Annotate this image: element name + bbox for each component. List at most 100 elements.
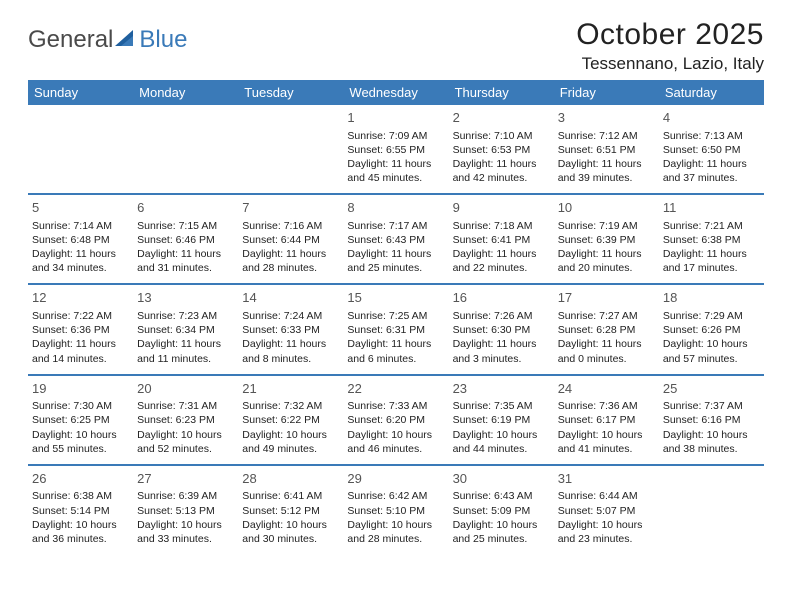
daylight-line: Daylight: 11 hours and 3 minutes. xyxy=(453,337,550,365)
day-cell: 28Sunrise: 6:41 AMSunset: 5:12 PMDayligh… xyxy=(238,465,343,554)
week-row: 19Sunrise: 7:30 AMSunset: 6:25 PMDayligh… xyxy=(28,375,764,465)
location: Tessennano, Lazio, Italy xyxy=(576,54,764,74)
sunrise-line: Sunrise: 7:31 AM xyxy=(137,399,234,413)
header-row: General Blue October 2025 Tessennano, La… xyxy=(28,18,764,74)
daylight-line: Daylight: 11 hours and 22 minutes. xyxy=(453,247,550,275)
day-cell xyxy=(133,105,238,194)
sunset-line: Sunset: 6:16 PM xyxy=(663,413,760,427)
sunset-line: Sunset: 6:39 PM xyxy=(558,233,655,247)
sunset-line: Sunset: 5:09 PM xyxy=(453,504,550,518)
day-cell: 24Sunrise: 7:36 AMSunset: 6:17 PMDayligh… xyxy=(554,375,659,465)
day-header-thu: Thursday xyxy=(449,80,554,105)
day-number: 6 xyxy=(137,199,234,217)
day-cell: 19Sunrise: 7:30 AMSunset: 6:25 PMDayligh… xyxy=(28,375,133,465)
daylight-line: Daylight: 10 hours and 28 minutes. xyxy=(347,518,444,546)
week-row: 1Sunrise: 7:09 AMSunset: 6:55 PMDaylight… xyxy=(28,105,764,194)
day-cell: 7Sunrise: 7:16 AMSunset: 6:44 PMDaylight… xyxy=(238,194,343,284)
day-cell xyxy=(659,465,764,554)
sunset-line: Sunset: 6:25 PM xyxy=(32,413,129,427)
logo: General Blue xyxy=(28,26,187,54)
day-cell: 18Sunrise: 7:29 AMSunset: 6:26 PMDayligh… xyxy=(659,284,764,374)
sunrise-line: Sunrise: 6:44 AM xyxy=(558,489,655,503)
day-cell: 3Sunrise: 7:12 AMSunset: 6:51 PMDaylight… xyxy=(554,105,659,194)
sunrise-line: Sunrise: 7:33 AM xyxy=(347,399,444,413)
day-cell: 13Sunrise: 7:23 AMSunset: 6:34 PMDayligh… xyxy=(133,284,238,374)
sunset-line: Sunset: 6:48 PM xyxy=(32,233,129,247)
sunset-line: Sunset: 6:28 PM xyxy=(558,323,655,337)
day-number: 3 xyxy=(558,109,655,127)
day-cell: 15Sunrise: 7:25 AMSunset: 6:31 PMDayligh… xyxy=(343,284,448,374)
sunrise-line: Sunrise: 7:32 AM xyxy=(242,399,339,413)
sunset-line: Sunset: 5:13 PM xyxy=(137,504,234,518)
daylight-line: Daylight: 11 hours and 31 minutes. xyxy=(137,247,234,275)
sunset-line: Sunset: 6:22 PM xyxy=(242,413,339,427)
sunrise-line: Sunrise: 7:12 AM xyxy=(558,129,655,143)
day-number: 16 xyxy=(453,289,550,307)
daylight-line: Daylight: 11 hours and 0 minutes. xyxy=(558,337,655,365)
sunrise-line: Sunrise: 7:36 AM xyxy=(558,399,655,413)
day-number: 10 xyxy=(558,199,655,217)
day-number: 1 xyxy=(347,109,444,127)
day-number: 27 xyxy=(137,470,234,488)
sunset-line: Sunset: 6:44 PM xyxy=(242,233,339,247)
daylight-line: Daylight: 11 hours and 34 minutes. xyxy=(32,247,129,275)
day-cell: 11Sunrise: 7:21 AMSunset: 6:38 PMDayligh… xyxy=(659,194,764,284)
logo-text-general: General xyxy=(28,26,113,54)
day-cell: 26Sunrise: 6:38 AMSunset: 5:14 PMDayligh… xyxy=(28,465,133,554)
sunset-line: Sunset: 6:43 PM xyxy=(347,233,444,247)
sunset-line: Sunset: 5:07 PM xyxy=(558,504,655,518)
sunset-line: Sunset: 5:10 PM xyxy=(347,504,444,518)
sunrise-line: Sunrise: 7:09 AM xyxy=(347,129,444,143)
day-header-tue: Tuesday xyxy=(238,80,343,105)
day-header-row: Sunday Monday Tuesday Wednesday Thursday… xyxy=(28,80,764,105)
week-row: 5Sunrise: 7:14 AMSunset: 6:48 PMDaylight… xyxy=(28,194,764,284)
daylight-line: Daylight: 10 hours and 52 minutes. xyxy=(137,428,234,456)
day-number: 7 xyxy=(242,199,339,217)
sunset-line: Sunset: 6:34 PM xyxy=(137,323,234,337)
sunrise-line: Sunrise: 7:26 AM xyxy=(453,309,550,323)
sunrise-line: Sunrise: 6:42 AM xyxy=(347,489,444,503)
sunrise-line: Sunrise: 7:15 AM xyxy=(137,219,234,233)
logo-text-blue: Blue xyxy=(139,26,187,54)
sunset-line: Sunset: 6:30 PM xyxy=(453,323,550,337)
day-cell: 17Sunrise: 7:27 AMSunset: 6:28 PMDayligh… xyxy=(554,284,659,374)
sunrise-line: Sunrise: 7:13 AM xyxy=(663,129,760,143)
day-number: 14 xyxy=(242,289,339,307)
sunset-line: Sunset: 6:46 PM xyxy=(137,233,234,247)
sunset-line: Sunset: 6:19 PM xyxy=(453,413,550,427)
sunset-line: Sunset: 5:12 PM xyxy=(242,504,339,518)
daylight-line: Daylight: 10 hours and 49 minutes. xyxy=(242,428,339,456)
day-cell: 31Sunrise: 6:44 AMSunset: 5:07 PMDayligh… xyxy=(554,465,659,554)
daylight-line: Daylight: 11 hours and 11 minutes. xyxy=(137,337,234,365)
sunset-line: Sunset: 6:33 PM xyxy=(242,323,339,337)
day-number: 8 xyxy=(347,199,444,217)
day-number: 2 xyxy=(453,109,550,127)
day-cell: 1Sunrise: 7:09 AMSunset: 6:55 PMDaylight… xyxy=(343,105,448,194)
day-number: 19 xyxy=(32,380,129,398)
day-number: 28 xyxy=(242,470,339,488)
day-cell: 22Sunrise: 7:33 AMSunset: 6:20 PMDayligh… xyxy=(343,375,448,465)
title-block: October 2025 Tessennano, Lazio, Italy xyxy=(576,18,764,74)
day-cell: 12Sunrise: 7:22 AMSunset: 6:36 PMDayligh… xyxy=(28,284,133,374)
day-cell: 8Sunrise: 7:17 AMSunset: 6:43 PMDaylight… xyxy=(343,194,448,284)
day-cell: 9Sunrise: 7:18 AMSunset: 6:41 PMDaylight… xyxy=(449,194,554,284)
calendar-page: General Blue October 2025 Tessennano, La… xyxy=(0,0,792,554)
daylight-line: Daylight: 11 hours and 45 minutes. xyxy=(347,157,444,185)
day-header-sun: Sunday xyxy=(28,80,133,105)
day-number: 23 xyxy=(453,380,550,398)
daylight-line: Daylight: 10 hours and 30 minutes. xyxy=(242,518,339,546)
sunrise-line: Sunrise: 6:41 AM xyxy=(242,489,339,503)
daylight-line: Daylight: 11 hours and 6 minutes. xyxy=(347,337,444,365)
sunrise-line: Sunrise: 7:25 AM xyxy=(347,309,444,323)
sunset-line: Sunset: 6:41 PM xyxy=(453,233,550,247)
day-cell: 5Sunrise: 7:14 AMSunset: 6:48 PMDaylight… xyxy=(28,194,133,284)
day-cell: 14Sunrise: 7:24 AMSunset: 6:33 PMDayligh… xyxy=(238,284,343,374)
sunrise-line: Sunrise: 7:37 AM xyxy=(663,399,760,413)
day-number: 29 xyxy=(347,470,444,488)
month-title: October 2025 xyxy=(576,18,764,52)
day-cell: 25Sunrise: 7:37 AMSunset: 6:16 PMDayligh… xyxy=(659,375,764,465)
daylight-line: Daylight: 10 hours and 23 minutes. xyxy=(558,518,655,546)
day-number: 26 xyxy=(32,470,129,488)
day-number: 15 xyxy=(347,289,444,307)
daylight-line: Daylight: 10 hours and 46 minutes. xyxy=(347,428,444,456)
